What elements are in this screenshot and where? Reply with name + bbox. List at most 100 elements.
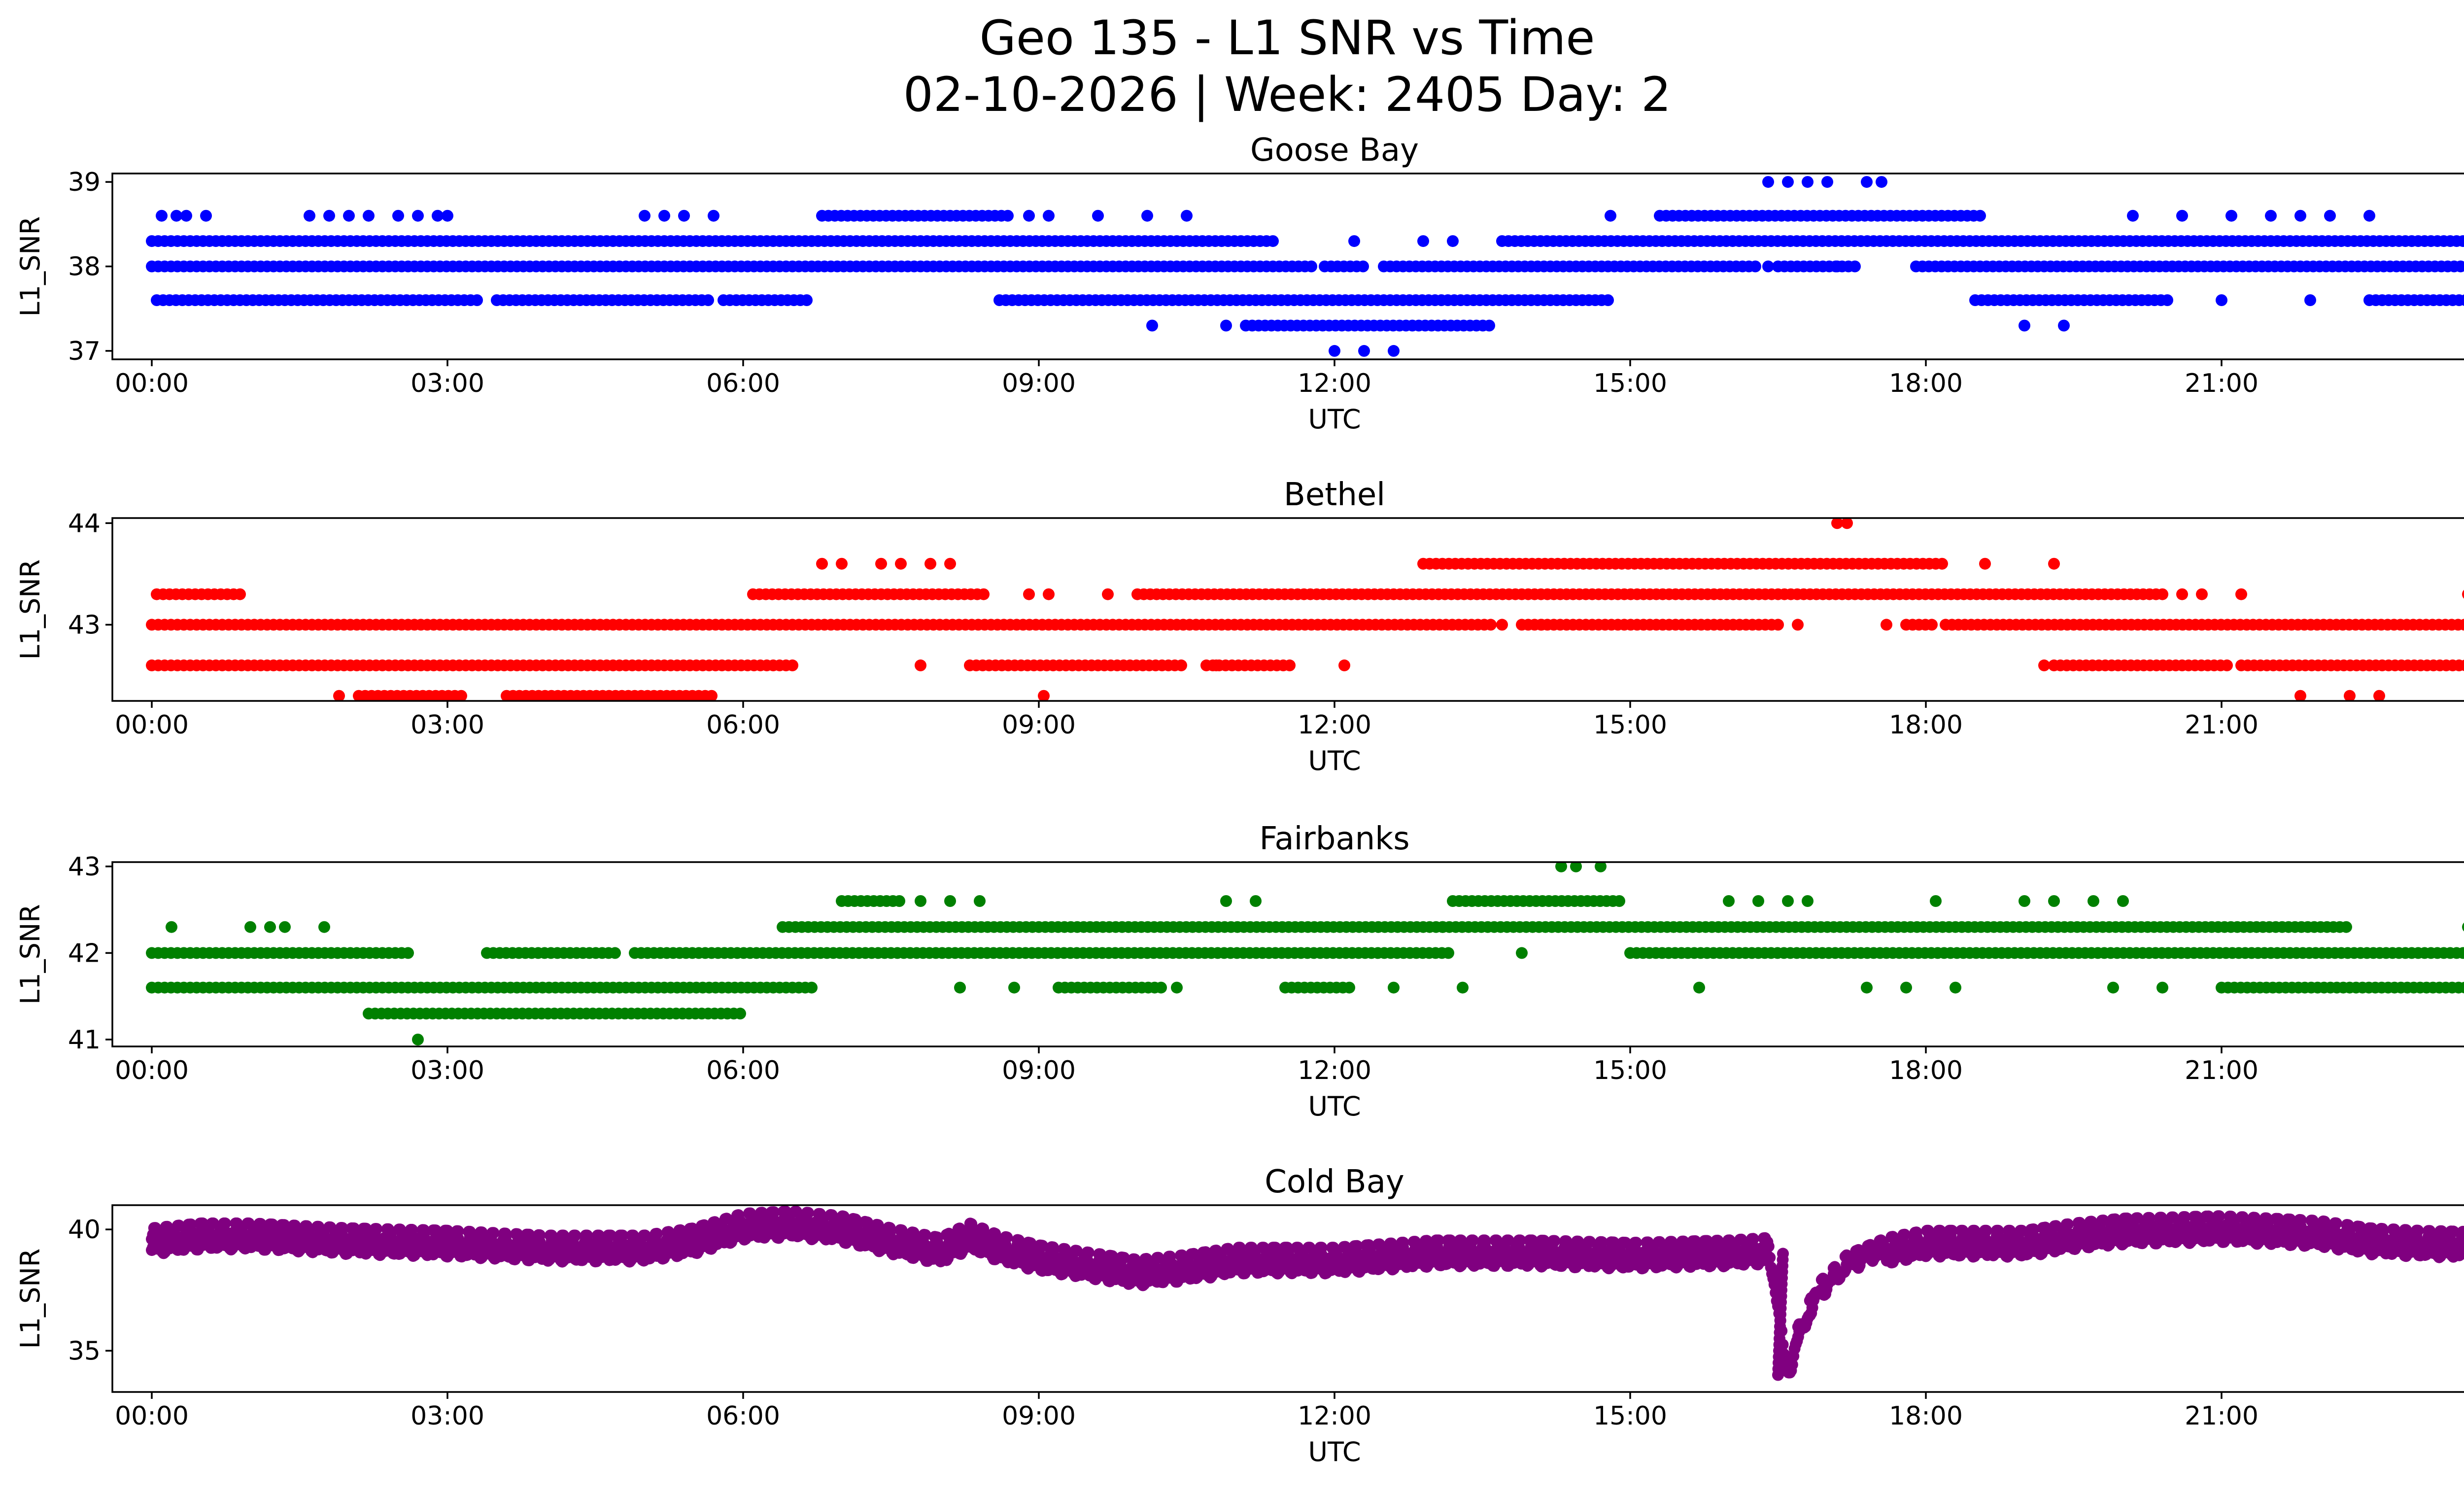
data-point (569, 1229, 582, 1242)
data-point (534, 1229, 546, 1241)
x-axis-label: UTC (1308, 1091, 1361, 1122)
data-point (706, 690, 718, 701)
data-point (1926, 619, 1938, 631)
data-point (2225, 209, 2237, 222)
data-point (1457, 981, 1469, 994)
data-point (333, 690, 345, 701)
data-point (1876, 176, 1887, 188)
data-point (2294, 690, 2306, 701)
data-point (406, 1223, 418, 1236)
data-point (1329, 345, 1340, 357)
y-tick-label: 37 (68, 337, 101, 366)
data-points (146, 1205, 2464, 1381)
x-tick-label: 03:00 (411, 1056, 484, 1085)
data-point (343, 209, 355, 222)
x-tick-label: 09:00 (1002, 710, 1076, 740)
data-point (1023, 588, 1035, 600)
data-point (279, 921, 291, 933)
data-point (1881, 619, 1892, 631)
y-axis-label: L1_SNR (15, 559, 46, 660)
data-point (2363, 209, 2375, 222)
data-point (875, 557, 887, 570)
data-point (1102, 588, 1114, 600)
data-point (418, 1224, 430, 1236)
data-point (2048, 895, 2060, 907)
data-point (1442, 947, 1454, 959)
data-point (2156, 981, 2168, 994)
data-point (2462, 922, 2464, 932)
data-point (2459, 981, 2464, 994)
data-point (200, 209, 212, 222)
x-tick-label: 21:00 (2185, 710, 2259, 740)
x-tick-label: 00:00 (115, 710, 189, 740)
data-point (1762, 176, 1774, 188)
data-point (2460, 294, 2464, 306)
data-point (1782, 176, 1794, 188)
data-point (1950, 981, 1961, 994)
data-points (146, 518, 2464, 701)
data-point (2176, 588, 2188, 600)
data-point (1792, 619, 1804, 631)
x-tick-label: 18:00 (1889, 710, 1963, 740)
data-point (1002, 209, 1014, 222)
data-point (1008, 981, 1020, 994)
data-point (2176, 209, 2188, 222)
data-point (2455, 260, 2464, 273)
x-tick-label: 12:00 (1298, 1056, 1371, 1085)
data-point (1930, 895, 1942, 907)
x-tick-label: 21:00 (2185, 1056, 2259, 1085)
data-point (1447, 235, 1459, 247)
data-point (639, 209, 650, 222)
panel-title: Bethel (1284, 477, 1385, 513)
data-point (974, 895, 986, 907)
x-tick-label: 00:00 (115, 1056, 189, 1085)
data-point (1348, 235, 1360, 247)
data-point (650, 1227, 663, 1240)
x-axis-label: UTC (1308, 404, 1361, 435)
data-point (1936, 557, 1948, 570)
data-point (616, 1229, 629, 1242)
data-point (1181, 209, 1193, 222)
panel-title: Fairbanks (1259, 821, 1409, 857)
data-point (2019, 319, 2030, 332)
data-point (919, 1229, 931, 1241)
data-point (1693, 981, 1705, 994)
data-point (1782, 895, 1794, 907)
y-tick-label: 42 (68, 939, 101, 968)
data-point (2196, 588, 2208, 600)
data-point (1979, 557, 1991, 570)
data-point (2324, 209, 2336, 222)
y-axis-label: L1_SNR (15, 904, 46, 1005)
data-points (146, 862, 2464, 1045)
data-point (708, 209, 719, 222)
data-point (402, 947, 414, 959)
data-point (1388, 345, 1400, 357)
data-point (2344, 690, 2356, 701)
data-point (1141, 209, 1153, 222)
y-tick-label: 43 (68, 852, 101, 882)
data-point (1752, 895, 1764, 907)
data-point (944, 895, 956, 907)
data-point (1343, 981, 1355, 994)
data-point (392, 209, 404, 222)
panel-title: Goose Bay (1250, 132, 1419, 169)
data-point (304, 209, 315, 222)
x-tick-label: 09:00 (1002, 1056, 1076, 1085)
x-tick-label: 18:00 (1889, 369, 1963, 398)
x-tick-label: 21:00 (2185, 369, 2259, 398)
data-point (895, 557, 907, 570)
data-point (1023, 209, 1035, 222)
x-tick-label: 09:00 (1002, 369, 1076, 398)
data-point (1485, 619, 1497, 631)
data-point (1038, 690, 1050, 701)
data-point (442, 209, 453, 222)
y-tick-label: 44 (68, 509, 101, 538)
data-point (363, 209, 375, 222)
x-axis-label: UTC (1308, 745, 1361, 776)
data-point (2459, 619, 2464, 631)
data-point (1762, 260, 1774, 273)
data-point (1831, 518, 1843, 529)
data-point (2038, 659, 2050, 671)
data-point (2048, 557, 2060, 570)
data-point (219, 1217, 231, 1229)
